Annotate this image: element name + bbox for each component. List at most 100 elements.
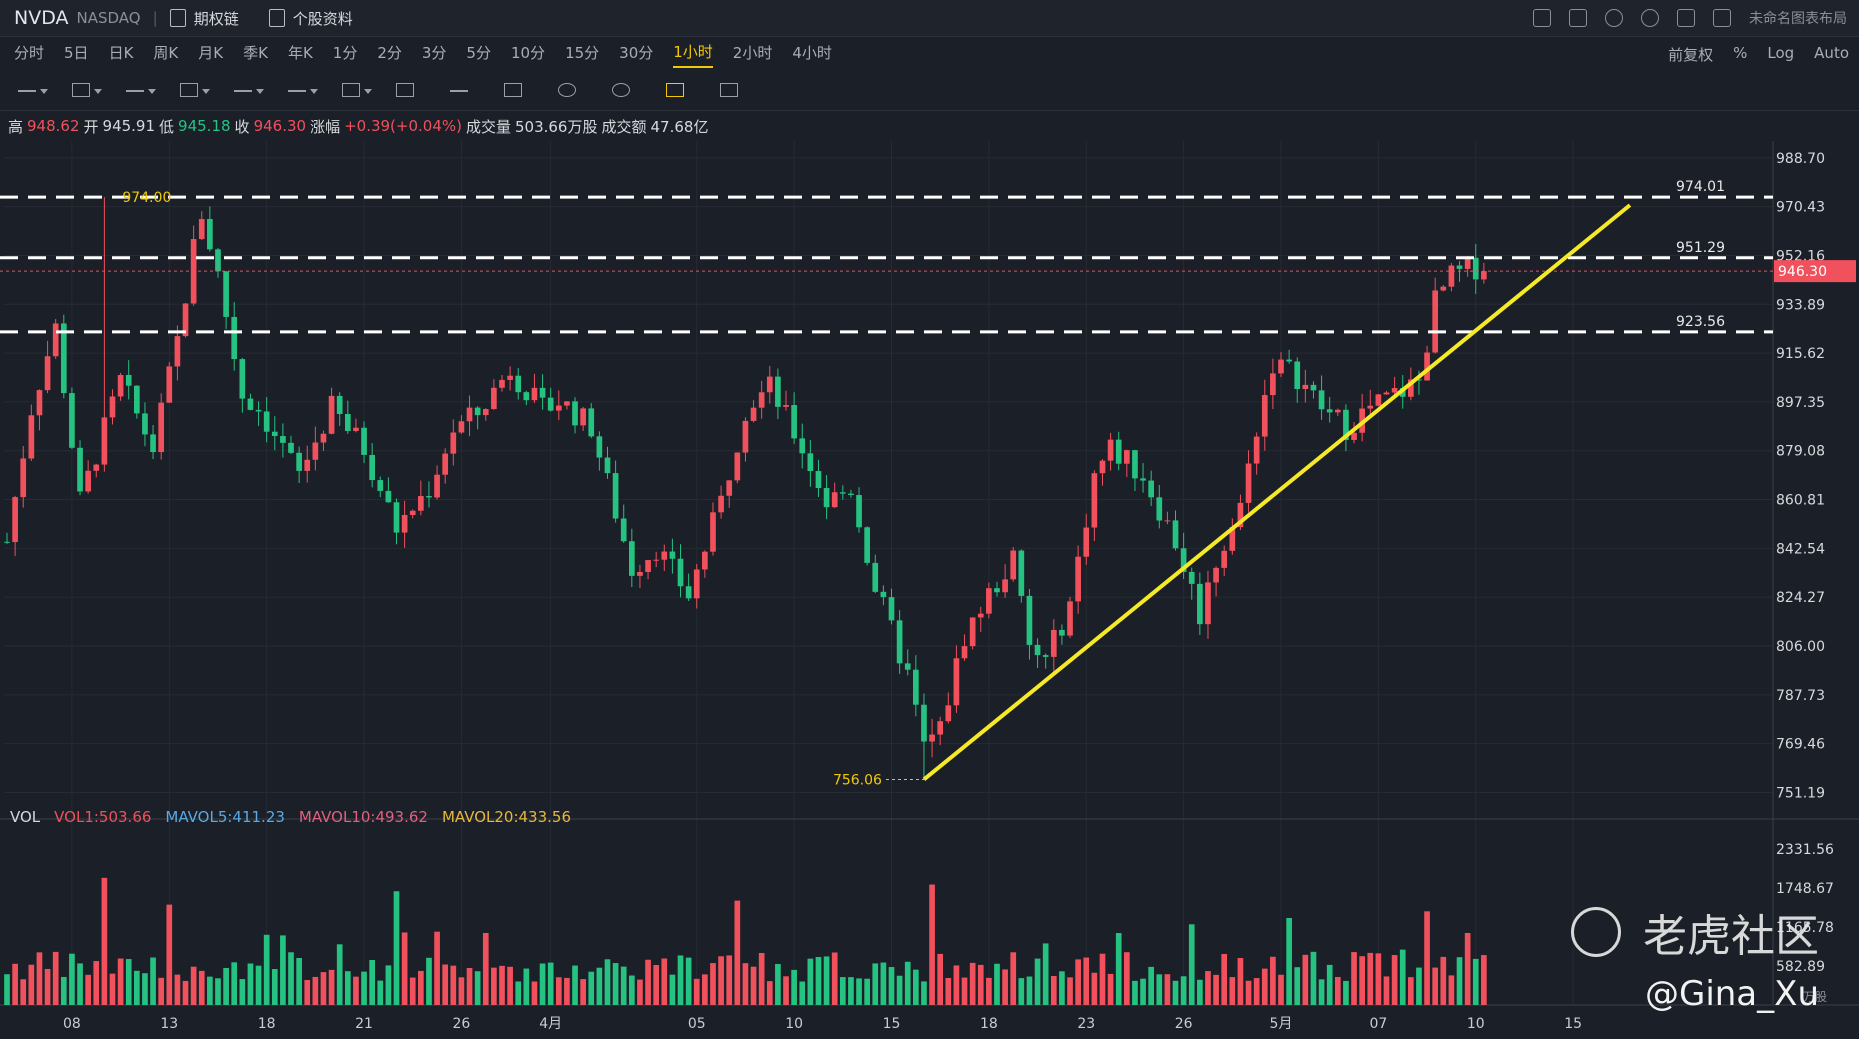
vol-label[interactable]: VOL	[10, 808, 41, 826]
period-tab[interactable]: 3分	[421, 43, 447, 62]
candle-body	[856, 495, 862, 528]
volume-bar	[418, 970, 424, 1005]
volume-bar	[1099, 953, 1106, 1005]
candle-body	[1107, 439, 1114, 461]
candle-body	[1302, 384, 1309, 390]
period-tab[interactable]: 月K	[198, 43, 224, 62]
volume-bar	[839, 977, 846, 1005]
volume-bar	[77, 963, 83, 1005]
period-tab[interactable]: 15分	[565, 43, 600, 62]
refresh-icon[interactable]	[1605, 9, 1623, 27]
period-tab-active[interactable]: 1小时	[673, 41, 713, 68]
adjustment-dropdown[interactable]: 前复权	[1668, 45, 1714, 64]
candle-body	[393, 502, 400, 533]
fib-tool-icon[interactable]	[176, 80, 210, 102]
volume-bar	[52, 951, 59, 1005]
magnet-tool-icon[interactable]	[608, 80, 642, 102]
volume-bar	[361, 971, 367, 1005]
volume-bar	[1229, 977, 1236, 1005]
pencil-tool-icon[interactable]	[446, 80, 480, 102]
edit-icon[interactable]	[1569, 9, 1587, 27]
period-tab[interactable]: 5分	[466, 43, 491, 62]
period-tab[interactable]: 周K	[153, 43, 179, 62]
candle-body	[1448, 265, 1455, 287]
stock-profile-link[interactable]: 个股资料	[268, 8, 353, 29]
percent-toggle[interactable]: %	[1733, 43, 1748, 62]
measure-tool-icon[interactable]	[392, 80, 426, 102]
price-chart[interactable]: 974.01 951.29 923.56 974.00 756.06 988.70 970…	[0, 141, 1859, 1039]
volume-bar	[1091, 972, 1098, 1005]
volume-bar	[880, 962, 887, 1005]
period-tab[interactable]: 4小时	[792, 43, 832, 62]
volume-bar	[1310, 951, 1317, 1005]
candle-body	[1075, 556, 1081, 602]
pattern-tool-icon[interactable]	[122, 80, 156, 102]
candle-body	[1221, 550, 1228, 568]
rect-tool-icon[interactable]	[68, 80, 102, 102]
screenshot-icon[interactable]	[1533, 9, 1551, 27]
grid-layout-icon[interactable]	[1713, 9, 1731, 27]
volume-bar	[750, 966, 757, 1005]
volume-bar	[977, 964, 984, 1005]
period-tab[interactable]: 日K	[108, 43, 134, 62]
candle-body	[653, 559, 660, 561]
image-tool-icon[interactable]	[338, 80, 372, 102]
chart-mode-controls: 前复权 % Log Auto	[1668, 44, 1849, 65]
fullscreen-icon[interactable]	[1677, 9, 1695, 27]
volume-bar	[409, 977, 416, 1005]
period-tab[interactable]: 30分	[619, 43, 654, 62]
candle-body	[596, 436, 603, 458]
candle-body	[344, 414, 351, 432]
auto-toggle[interactable]: Auto	[1814, 43, 1849, 62]
candle-body	[1018, 550, 1025, 596]
volume-bar	[718, 956, 724, 1005]
period-tab[interactable]: 5日	[64, 43, 89, 62]
time-tick: 23	[1077, 1016, 1095, 1032]
period-tab[interactable]: 1分	[332, 43, 358, 62]
period-tab[interactable]: 分时	[14, 43, 45, 62]
volume-bar	[1416, 967, 1422, 1005]
candle-body	[1164, 520, 1171, 522]
settings-gear-icon[interactable]	[1641, 9, 1659, 27]
period-tab[interactable]: 2分	[377, 43, 402, 62]
divider: |	[152, 9, 158, 27]
candle-body	[52, 323, 59, 357]
candle-body	[1278, 359, 1284, 374]
high-label: 高	[8, 117, 24, 136]
candle-body	[85, 470, 91, 492]
candle-body	[133, 385, 140, 414]
period-tab[interactable]: 10分	[510, 43, 546, 62]
candle-body	[1245, 463, 1252, 503]
candle-body	[158, 402, 165, 453]
cursor-tool-icon[interactable]	[230, 80, 264, 102]
options-chain-icon	[169, 9, 186, 27]
options-chain-link[interactable]: 期权链	[169, 8, 239, 29]
line-tool-icon[interactable]	[14, 80, 48, 102]
text-tool-icon[interactable]	[284, 80, 318, 102]
candle-body	[1213, 567, 1219, 583]
log-toggle[interactable]: Log	[1767, 43, 1795, 62]
volume-bar	[693, 978, 700, 1005]
trash-tool-icon[interactable]	[716, 80, 750, 102]
period-tab[interactable]: 季K	[243, 43, 268, 62]
period-tab[interactable]: 2小时	[732, 43, 773, 62]
candle-body	[12, 497, 18, 543]
volume-bar	[158, 977, 165, 1005]
time-tick: 08	[63, 1016, 81, 1032]
candle-body	[799, 438, 806, 454]
period-tab[interactable]: 年K	[287, 43, 313, 62]
time-tick: 13	[160, 1016, 178, 1032]
price-tick: 879.08	[1776, 444, 1825, 460]
candle-body	[904, 663, 911, 670]
link-tool-icon[interactable]	[662, 80, 696, 102]
volume-bar	[247, 963, 254, 1005]
volume-bar	[1156, 974, 1163, 1005]
layout-name-dropdown[interactable]: 未命名图表布局	[1749, 11, 1847, 27]
lock-tool-icon[interactable]	[500, 80, 534, 102]
candle-body	[239, 359, 246, 399]
eye-tool-icon[interactable]	[554, 80, 588, 102]
candle-body	[1026, 595, 1033, 645]
level-label: 923.56	[1676, 314, 1725, 330]
volume-bar	[986, 977, 992, 1005]
candle-body	[620, 518, 627, 542]
